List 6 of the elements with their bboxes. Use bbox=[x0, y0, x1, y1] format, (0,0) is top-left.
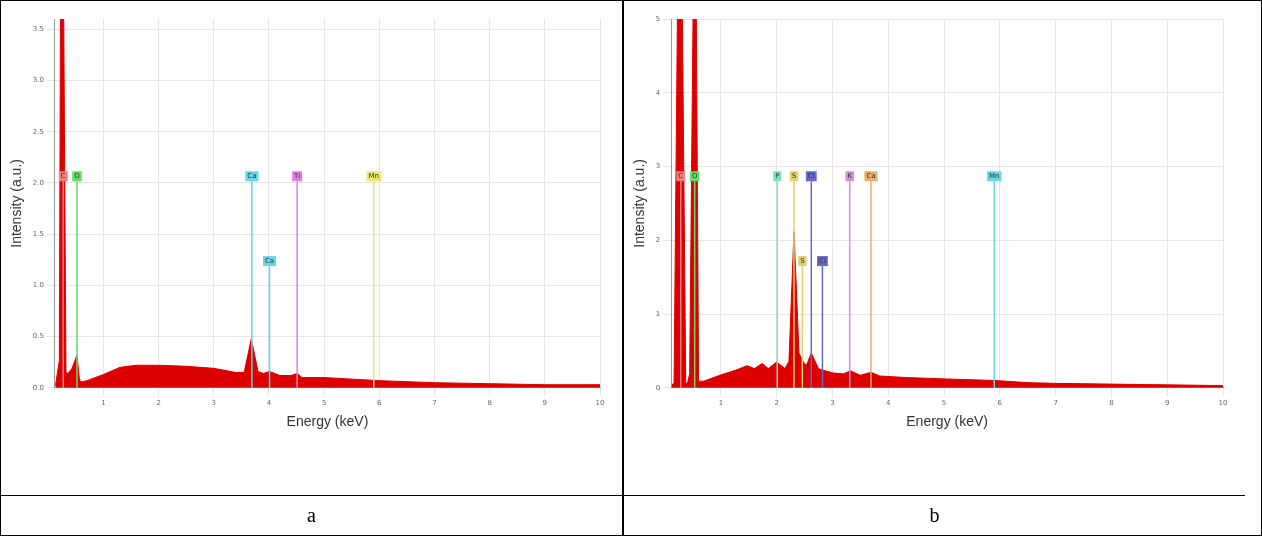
x-axis-title: Energy (keV) bbox=[906, 413, 988, 430]
text: b bbox=[928, 503, 941, 528]
text: a bbox=[306, 503, 317, 528]
y-axis-title: Intensity (a.u.) bbox=[631, 159, 648, 248]
x-axis-title: Energy (keV) bbox=[286, 413, 369, 430]
y-axis-title: Intensity (a.u.) bbox=[8, 159, 25, 248]
